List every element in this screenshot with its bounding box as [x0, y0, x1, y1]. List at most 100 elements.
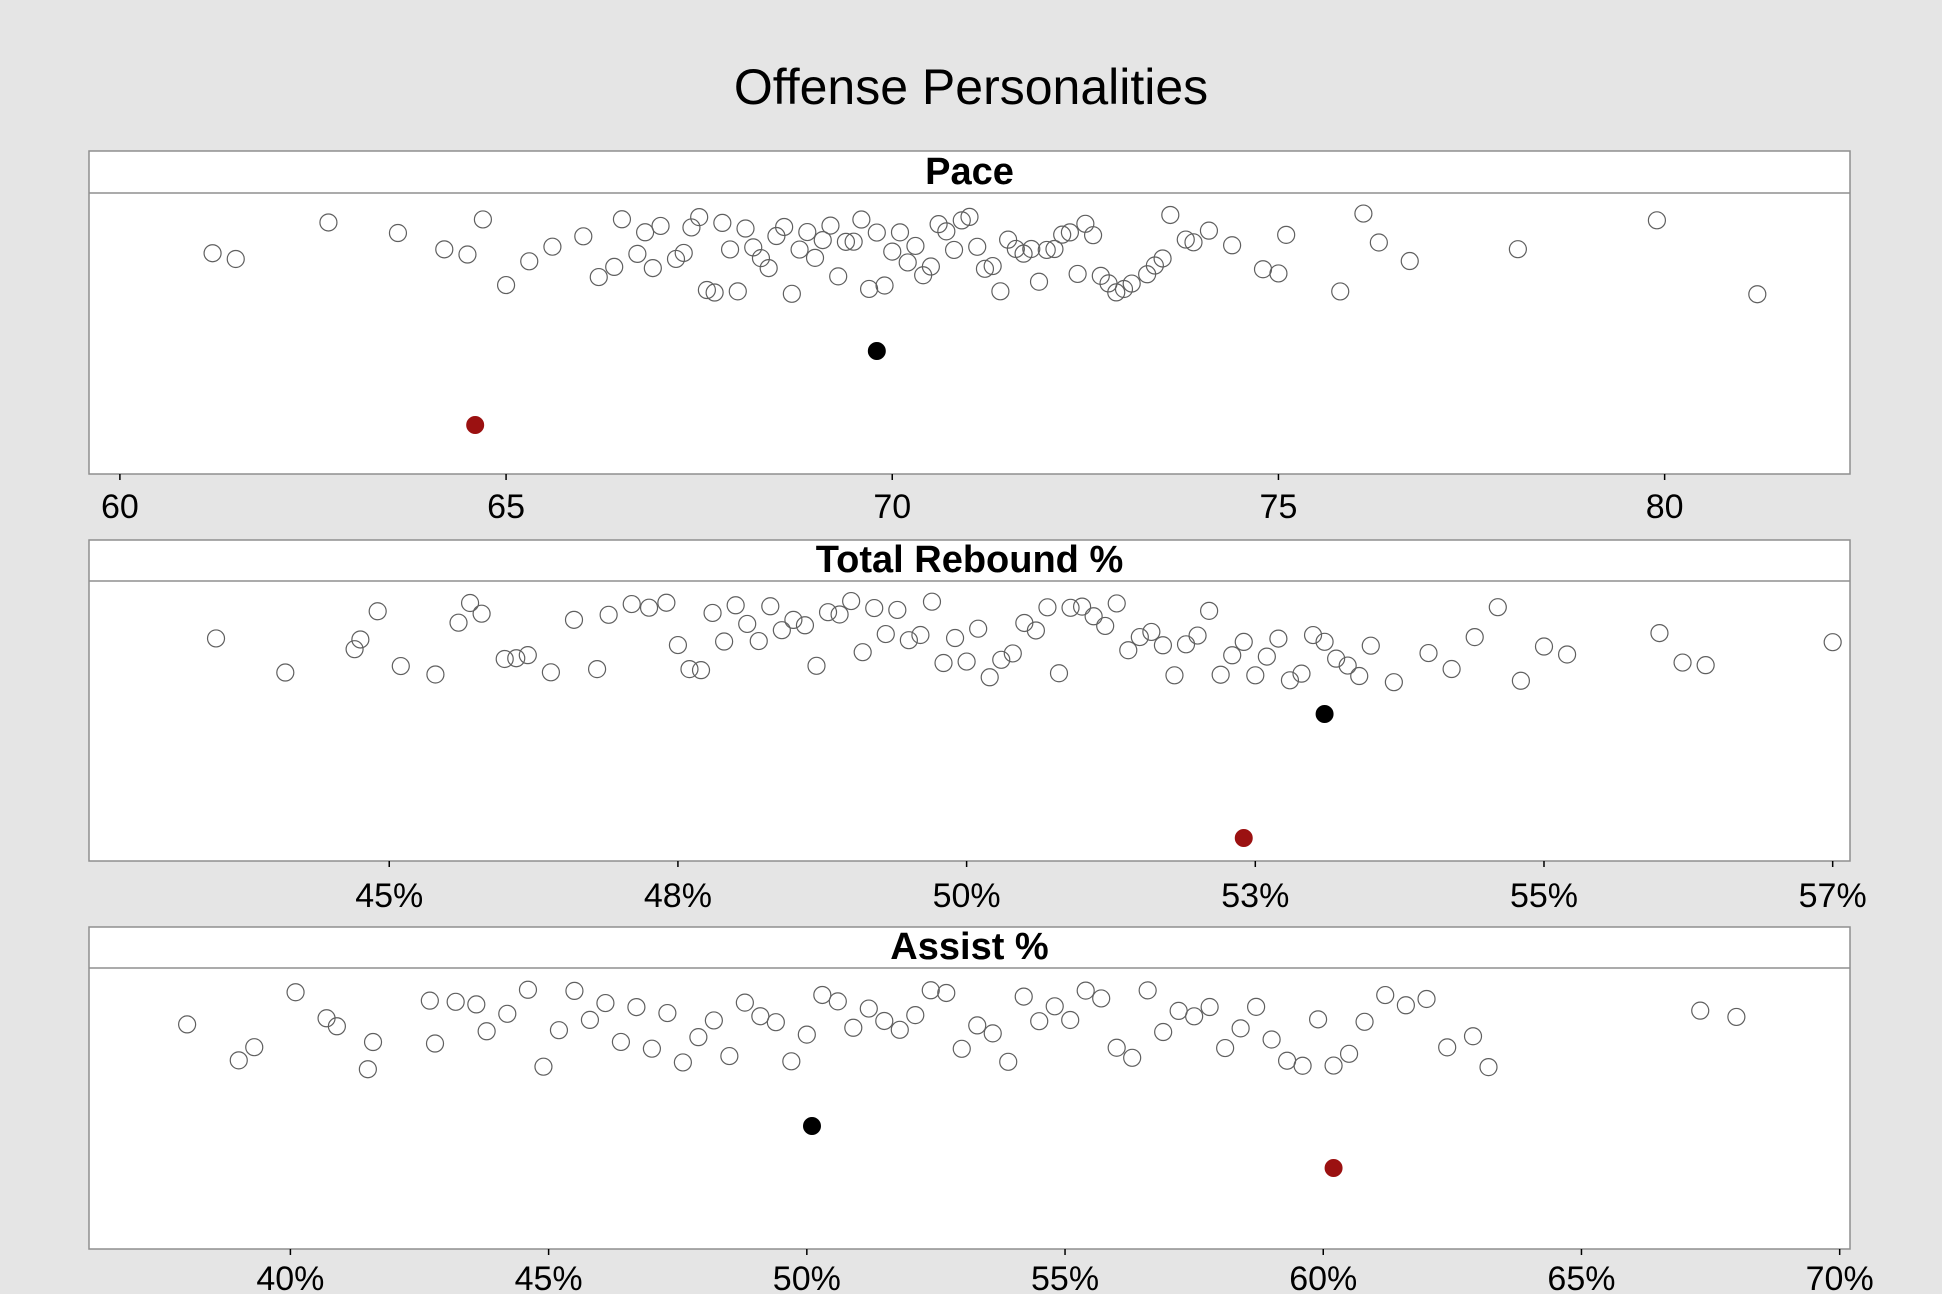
data-point — [1277, 225, 1296, 244]
data-point — [1748, 285, 1767, 304]
data-point — [1119, 641, 1138, 660]
data-point — [599, 605, 618, 624]
tick-label: 57% — [1799, 877, 1867, 915]
data-point — [1369, 233, 1388, 252]
data-point — [1331, 282, 1350, 301]
data-point — [957, 652, 976, 671]
data-point — [1022, 239, 1041, 259]
data-point — [518, 980, 538, 999]
data-point — [498, 1004, 517, 1023]
data-point — [766, 1013, 785, 1032]
data-point — [319, 213, 338, 232]
highlight-point-red — [1324, 1159, 1343, 1177]
tick-label: 75 — [1260, 488, 1298, 526]
data-point — [852, 210, 871, 229]
data-point — [351, 630, 370, 649]
data-point — [828, 992, 847, 1011]
tick-label: 65 — [487, 488, 525, 526]
data-point — [859, 279, 879, 299]
data-point — [969, 619, 988, 638]
data-point — [704, 1011, 723, 1030]
data-point — [628, 244, 647, 263]
data-point — [992, 650, 1011, 669]
data-point — [1339, 1044, 1359, 1063]
data-point — [507, 649, 526, 668]
data-point — [795, 616, 815, 635]
data-point — [844, 1018, 863, 1037]
data-point — [1269, 629, 1288, 648]
data-point — [1096, 616, 1115, 636]
data-point — [775, 217, 794, 237]
data-point — [759, 258, 778, 278]
data-point — [1508, 240, 1527, 259]
data-point — [1647, 211, 1667, 230]
data-point — [564, 610, 584, 629]
data-point — [751, 249, 771, 268]
data-point — [728, 282, 747, 301]
data-point — [1246, 666, 1265, 685]
data-point — [1200, 997, 1219, 1017]
tick-label: 45% — [515, 1260, 583, 1294]
data-point — [798, 222, 817, 242]
data-point — [921, 257, 940, 276]
data-point — [999, 1052, 1018, 1071]
data-point — [1061, 1010, 1080, 1030]
data-point — [1511, 671, 1530, 690]
data-point — [1161, 205, 1180, 225]
data-point — [642, 1039, 662, 1058]
data-point — [495, 649, 514, 669]
data-point — [467, 995, 486, 1014]
panel-1: Pace 60 65 70 75 80 — [88, 150, 1851, 526]
data-point — [1184, 233, 1203, 252]
data-point — [1185, 1007, 1204, 1026]
data-point — [937, 983, 956, 1003]
data-point — [944, 240, 964, 260]
data-point — [1122, 274, 1141, 293]
data-point — [651, 216, 670, 236]
panel-frame — [88, 150, 1851, 475]
data-point — [472, 604, 491, 623]
data-point — [888, 600, 907, 620]
data-point — [449, 613, 468, 632]
data-point — [1315, 632, 1334, 651]
data-point — [945, 628, 965, 648]
data-point — [358, 1060, 377, 1079]
data-point — [612, 210, 632, 229]
data-point — [520, 252, 539, 271]
data-point — [1463, 1027, 1483, 1046]
data-point — [1176, 230, 1195, 249]
tick-label: 48% — [644, 877, 712, 915]
data-point — [580, 1010, 600, 1029]
data-point — [668, 635, 688, 655]
data-point — [715, 632, 734, 651]
data-point — [991, 282, 1010, 301]
data-point — [968, 1016, 987, 1035]
data-point — [921, 981, 940, 1000]
data-point — [1269, 264, 1288, 283]
data-point — [1030, 1012, 1049, 1031]
data-point — [1076, 981, 1095, 1000]
data-point — [830, 605, 849, 624]
data-point — [999, 230, 1018, 249]
data-point — [865, 598, 884, 618]
tick-label: 70 — [873, 488, 911, 526]
data-point — [829, 267, 848, 286]
data-point — [772, 621, 791, 640]
data-point — [1355, 1012, 1374, 1031]
panel-title: Pace — [925, 151, 1014, 193]
data-point — [345, 640, 364, 659]
data-point — [658, 1003, 677, 1023]
data-point — [1107, 283, 1126, 302]
data-point — [206, 629, 226, 648]
data-point — [1262, 1030, 1281, 1049]
data-point — [1442, 659, 1461, 679]
highlight-point-black — [867, 342, 886, 360]
data-point — [1280, 671, 1300, 690]
panel-2: Total Rebound % 45% 48% 50% 53% 55% 57% — [88, 539, 1867, 915]
data-point — [761, 597, 780, 616]
data-point — [968, 237, 987, 256]
data-point — [1303, 625, 1323, 645]
tick-label: 50% — [773, 1260, 841, 1294]
highlight-point-black — [802, 1117, 821, 1135]
data-point — [565, 981, 584, 1000]
